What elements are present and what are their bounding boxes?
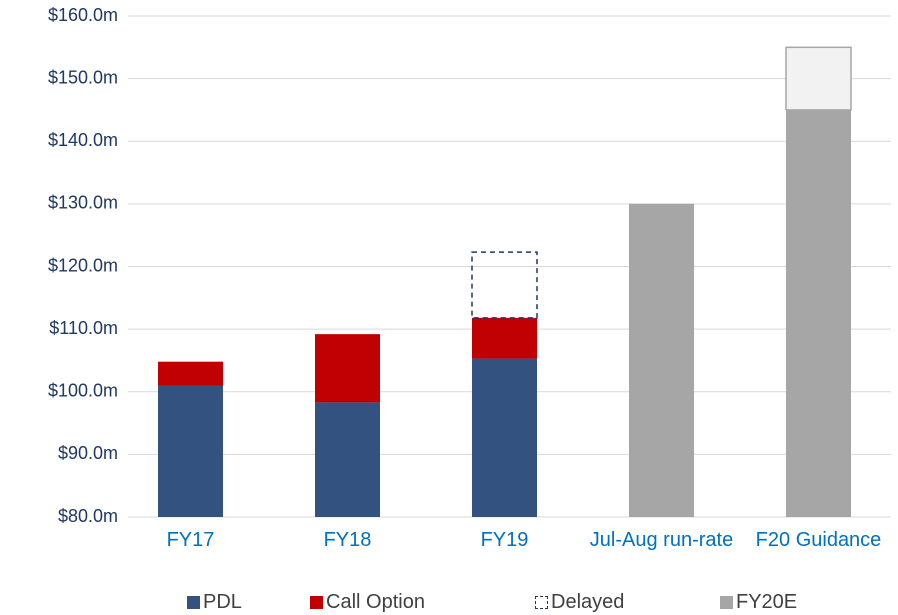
bar-segment bbox=[472, 358, 537, 517]
legend-label: Call Option bbox=[326, 591, 425, 613]
y-tick-label: $90.0m bbox=[58, 443, 118, 463]
legend-item: FY20E bbox=[720, 591, 797, 614]
legend-swatch bbox=[535, 596, 548, 609]
y-tick-label: $160.0m bbox=[48, 5, 118, 25]
x-tick-label: Jul-Aug run-rate bbox=[589, 529, 734, 551]
legend-swatch bbox=[187, 596, 200, 609]
y-tick-label: $130.0m bbox=[48, 193, 118, 213]
legend-swatch bbox=[310, 596, 323, 609]
bar-segment bbox=[472, 317, 537, 359]
legend-label: FY20E bbox=[736, 591, 798, 613]
bar-segment bbox=[158, 361, 223, 386]
x-tick-label: F20 Guidance bbox=[755, 529, 882, 551]
bar-segment bbox=[629, 203, 694, 517]
legend-swatch bbox=[720, 596, 733, 609]
bar-segment bbox=[786, 109, 851, 517]
legend-label: Delayed bbox=[551, 591, 625, 613]
legend-item: Delayed bbox=[535, 591, 624, 614]
y-tick-label: $100.0m bbox=[48, 381, 118, 401]
bar-segment bbox=[315, 402, 380, 517]
y-tick-label: $150.0m bbox=[48, 67, 118, 87]
legend-item: PDL bbox=[187, 591, 242, 614]
bar-segment bbox=[785, 46, 852, 111]
y-tick-label: $80.0m bbox=[58, 506, 118, 526]
y-tick-label: $120.0m bbox=[48, 255, 118, 275]
x-tick-label: FY18 bbox=[323, 529, 372, 551]
y-tick-label: $110.0m bbox=[49, 318, 118, 338]
x-tick-label: FY19 bbox=[480, 529, 529, 551]
x-tick-label: FY17 bbox=[166, 529, 215, 551]
legend-item: Call Option bbox=[310, 591, 425, 614]
legend-label: PDL bbox=[203, 591, 242, 613]
y-tick-label: $140.0m bbox=[48, 130, 118, 150]
bar-segment bbox=[158, 385, 223, 517]
bar-segment bbox=[315, 334, 380, 403]
bar-segment bbox=[471, 251, 538, 319]
